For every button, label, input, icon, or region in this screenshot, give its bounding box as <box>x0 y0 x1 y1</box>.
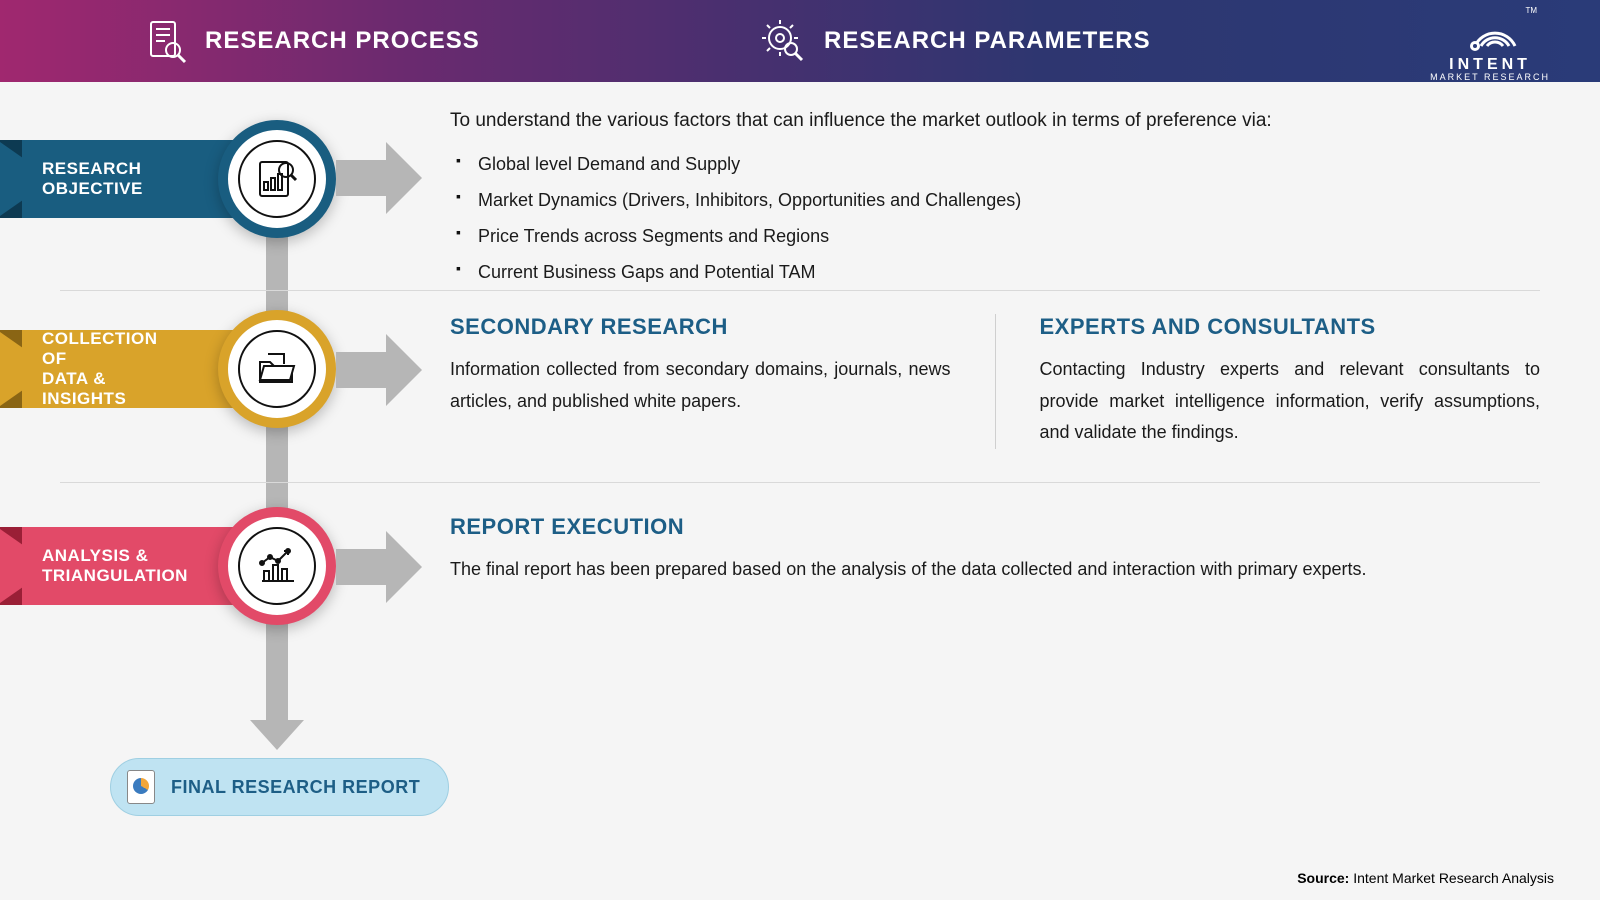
document-search-icon <box>145 18 187 64</box>
header-left: RESEARCH PROCESS <box>145 0 480 82</box>
source-prefix: Source: <box>1297 870 1349 886</box>
step1-label-line2: OBJECTIVE <box>42 179 143 199</box>
step1-circle <box>218 120 336 238</box>
content-area: RESEARCH OBJECTIVE To understand the var… <box>0 82 1600 900</box>
separator <box>60 482 1540 483</box>
connector-vertical <box>266 622 288 722</box>
page: RESEARCH PROCESS RESEARCH PARAMETERS <box>0 0 1600 900</box>
step2-col-b: EXPERTS AND CONSULTANTS Contacting Indus… <box>995 314 1541 449</box>
step3-label-line1: ANALYSIS & <box>42 546 188 566</box>
final-report-pill: FINAL RESEARCH REPORT <box>110 758 449 816</box>
step3-content: REPORT EXECUTION The final report has be… <box>450 514 1540 586</box>
step1-label-line1: RESEARCH <box>42 159 143 179</box>
header-right: RESEARCH PARAMETERS <box>760 0 1151 82</box>
logo-mark-icon: TM <box>1455 6 1525 54</box>
report-chart-icon <box>238 140 316 218</box>
gear-search-icon <box>760 18 806 64</box>
step2-label-line1: COLLECTION OF <box>42 329 165 369</box>
logo-tm: TM <box>1526 6 1538 15</box>
step2-content: SECONDARY RESEARCH Information collected… <box>450 314 1540 449</box>
step3-head: REPORT EXECUTION <box>450 514 1540 540</box>
logo-sub-text: MARKET RESEARCH <box>1430 72 1550 82</box>
brand-logo: TM INTENT MARKET RESEARCH <box>1430 6 1550 82</box>
list-item: Current Business Gaps and Potential TAM <box>478 254 1540 290</box>
connector-vertical <box>266 424 288 512</box>
step3-ribbon: ANALYSIS & TRIANGULATION <box>0 527 245 605</box>
step1-ribbon: RESEARCH OBJECTIVE <box>0 140 245 218</box>
source-text: Intent Market Research Analysis <box>1349 870 1554 886</box>
step2-col-b-head: EXPERTS AND CONSULTANTS <box>1040 314 1541 340</box>
step3-label-line2: TRIANGULATION <box>42 566 188 586</box>
step1-content: To understand the various factors that c… <box>450 110 1540 290</box>
analytics-graph-icon <box>238 527 316 605</box>
list-item: Market Dynamics (Drivers, Inhibitors, Op… <box>478 182 1540 218</box>
header-right-title: RESEARCH PARAMETERS <box>824 27 1151 55</box>
source-attribution: Source: Intent Market Research Analysis <box>1297 870 1554 886</box>
step2-circle <box>218 310 336 428</box>
step2-col-a: SECONDARY RESEARCH Information collected… <box>450 314 995 449</box>
final-report-label: FINAL RESEARCH REPORT <box>171 777 420 798</box>
step3-circle <box>218 507 336 625</box>
report-document-icon <box>127 770 155 804</box>
step2-col-a-text: Information collected from secondary dom… <box>450 354 951 417</box>
step3-text: The final report has been prepared based… <box>450 554 1540 586</box>
list-item: Price Trends across Segments and Regions <box>478 218 1540 254</box>
step2-col-b-text: Contacting Industry experts and relevant… <box>1040 354 1541 449</box>
header-bar: RESEARCH PROCESS RESEARCH PARAMETERS <box>0 0 1600 82</box>
folder-open-icon <box>238 330 316 408</box>
connector-vertical <box>266 234 288 314</box>
list-item: Global level Demand and Supply <box>478 146 1540 182</box>
step2-col-a-head: SECONDARY RESEARCH <box>450 314 951 340</box>
step1-bullet-list: Global level Demand and Supply Market Dy… <box>450 146 1540 290</box>
step1-lead-text: To understand the various factors that c… <box>450 110 1540 132</box>
separator <box>60 290 1540 291</box>
step2-ribbon: COLLECTION OF DATA & INSIGHTS <box>0 330 245 408</box>
step2-label-line2: DATA & INSIGHTS <box>42 369 165 409</box>
arrow-down-icon <box>250 720 304 750</box>
header-left-title: RESEARCH PROCESS <box>205 27 480 55</box>
